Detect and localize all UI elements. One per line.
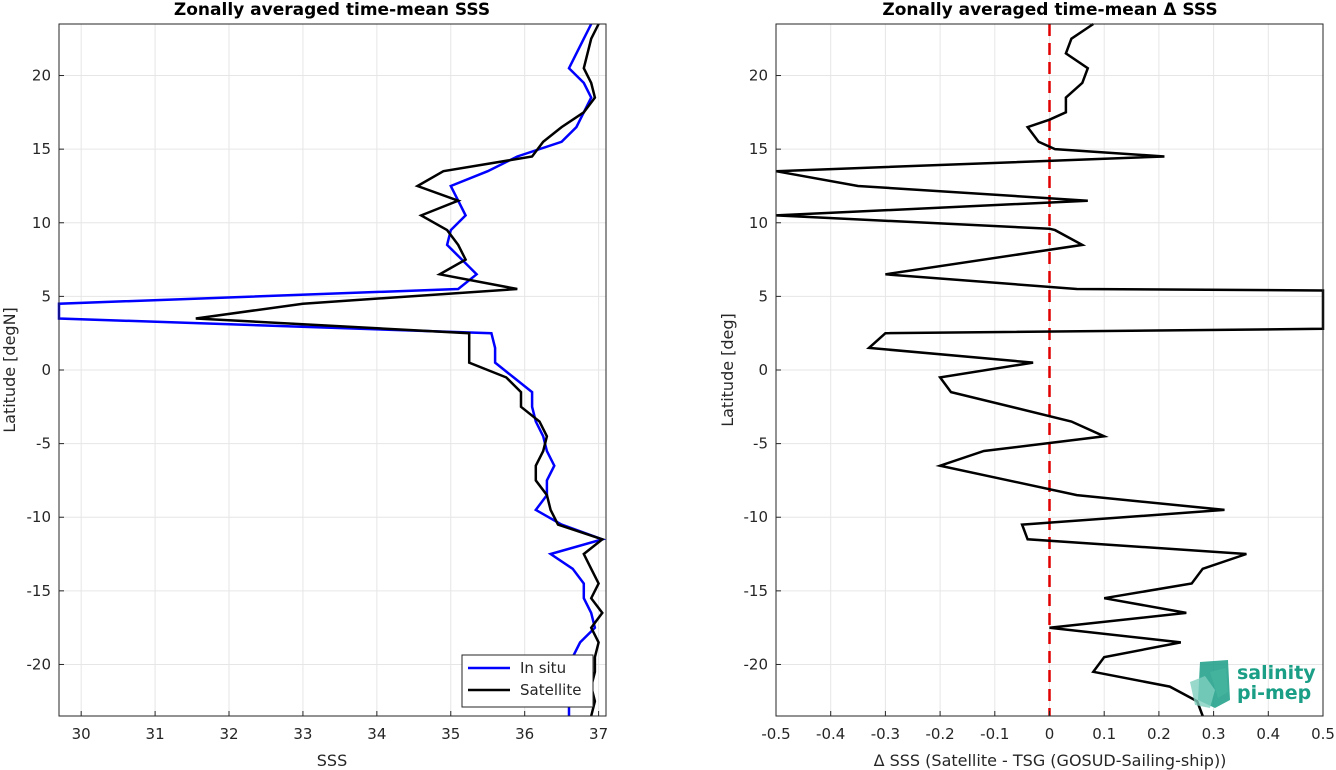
delta-ytick-label: -5 [753,435,768,453]
sss-ytick-label: 0 [41,361,51,379]
delta-xlabel: Δ SSS (Satellite - TSG (GOSUD-Sailing-sh… [874,751,1227,770]
sss-gridlines [59,24,606,716]
delta-xtick-label: 0.1 [1092,725,1116,743]
delta-sss-panel: -0.5 -0.4 -0.3 -0.2 -0.1 0 0.1 0.2 0.3 0.4 0.5 -20 -… [718,0,1335,770]
sss-xtick-label: 30 [72,725,91,743]
sss-ytick-label: -5 [36,435,51,453]
sss-xtick-label: 33 [293,725,312,743]
sss-ytick-label: 20 [32,67,51,85]
logo-wave-icon [1190,660,1230,708]
delta-xtick-label: 0.3 [1202,725,1226,743]
delta-xtick-label: -0.2 [925,725,954,743]
sss-ylabel: Latitude [degN] [0,307,19,433]
delta-title: Zonally averaged time-mean Δ SSS [882,0,1217,20]
delta-xtick-label: -0.5 [761,725,790,743]
sss-legend: In situ Satellite [461,654,594,708]
logo-line2: pi-mep [1237,682,1311,704]
delta-ytick-label: 0 [758,361,768,379]
sss-ytick-label: -10 [27,508,52,526]
delta-ytick-label: 10 [749,214,768,232]
salinity-pi-mep-logo: salinity pi-mep [1190,660,1316,708]
sss-xlabel: SSS [317,751,347,770]
sss-xtick-label: 31 [146,725,165,743]
delta-ylabel: Latitude [deg] [718,313,737,427]
delta-series-delta [775,22,1325,717]
sss-series-satellite [195,23,605,717]
delta-ytick-label: -10 [744,508,769,526]
sss-series-lines [57,23,607,717]
delta-ytick-label: 15 [749,140,768,158]
sss-xtick-label: 35 [441,725,460,743]
sss-series-in-situ [57,23,607,716]
delta-ytick-label: 20 [749,67,768,85]
delta-ytick-label: -20 [744,655,769,673]
sss-panel: 30 31 32 33 34 35 36 37 -20 -15 -10 -5 0 5 10 15 20 Zona… [0,0,608,770]
delta-xtick-label: 0.4 [1256,725,1280,743]
logo-line1: salinity [1237,662,1316,684]
sss-xtick-label: 36 [515,725,534,743]
sss-title: Zonally averaged time-mean SSS [174,0,490,20]
delta-series-line [775,22,1325,717]
delta-ytick-label: 5 [758,287,768,305]
sss-ytick-label: 10 [32,214,51,232]
legend-label-satellite: Satellite [520,681,581,699]
delta-xtick-label: 0.2 [1147,725,1171,743]
sss-ytick-label: -20 [27,655,52,673]
sss-xtick-label: 32 [219,725,238,743]
delta-ytick-label: -15 [744,582,769,600]
sss-ytick-label: 5 [41,287,51,305]
delta-xtick-label: 0 [1045,725,1055,743]
sss-xtick-label: 37 [589,725,608,743]
sss-tick-labels: 30 31 32 33 34 35 36 37 -20 -15 -10 -5 0 5 10 15 20 [27,67,609,743]
sss-xtick-label: 34 [367,725,386,743]
delta-xtick-label: -0.1 [980,725,1009,743]
delta-xtick-label: -0.4 [816,725,845,743]
delta-xtick-label: 0.5 [1311,725,1335,743]
delta-xtick-label: -0.3 [871,725,900,743]
legend-label-in-situ: In situ [520,659,566,677]
sss-ytick-label: -15 [27,582,52,600]
sss-ytick-label: 15 [32,140,51,158]
legend-box [461,654,594,708]
delta-tick-labels: -0.5 -0.4 -0.3 -0.2 -0.1 0 0.1 0.2 0.3 0.4 0.5 -20 -… [744,67,1335,743]
